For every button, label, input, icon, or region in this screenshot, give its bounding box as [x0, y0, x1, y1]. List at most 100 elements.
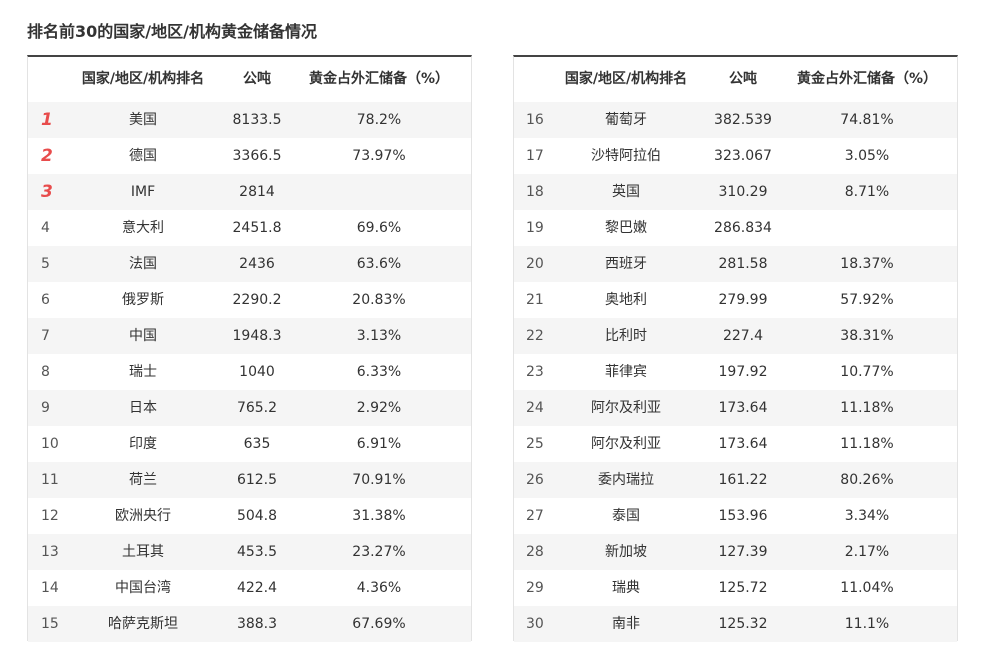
- name-cell: 中国台湾: [115, 580, 171, 596]
- percent-cell: 73.97%: [352, 148, 406, 164]
- rank-cell: 27: [526, 508, 544, 524]
- rank-cell: 17: [526, 148, 544, 164]
- rank-cell: 9: [41, 400, 50, 416]
- tonnes-cell: 153.96: [718, 508, 768, 524]
- rank-cell: 1: [41, 110, 53, 130]
- name-cell: 土耳其: [122, 544, 164, 560]
- percent-cell: 11.1%: [844, 616, 890, 632]
- percent-cell: 67.69%: [352, 616, 406, 632]
- table-row: 18 英国 310.29 8.71%: [514, 174, 957, 210]
- rank-cell: 8: [41, 364, 50, 380]
- table-row: 26 委内瑞拉 161.22 80.26%: [514, 462, 957, 498]
- tonnes-cell: 8133.5: [232, 112, 282, 128]
- rank-cell: 13: [41, 544, 59, 560]
- name-cell: 德国: [129, 148, 157, 164]
- rank-cell: 28: [526, 544, 544, 560]
- name-cell: 比利时: [605, 328, 647, 344]
- percent-cell: 4.36%: [356, 580, 402, 596]
- table-row: 4 意大利 2451.8 69.6%: [28, 210, 471, 246]
- header-cell: 公吨: [729, 71, 757, 87]
- percent-cell: 74.81%: [840, 112, 894, 128]
- table: 国家/地区/机构排名 公吨 黄金占外汇储备（%） 16 葡萄牙 382.539 74.81%…: [513, 55, 958, 642]
- name-cell: 欧洲央行: [115, 508, 171, 524]
- percent-cell: 8.71%: [844, 184, 890, 200]
- rank-cell: 12: [41, 508, 59, 524]
- table-row: 13 土耳其 453.5 23.27%: [28, 534, 471, 570]
- percent-cell: 3.05%: [844, 148, 890, 164]
- rank-cell: 23: [526, 364, 544, 380]
- tonnes-cell: 2436: [239, 256, 275, 272]
- percent-cell: 18.37%: [840, 256, 894, 272]
- tonnes-cell: 281.58: [718, 256, 768, 272]
- tonnes-cell: 310.29: [718, 184, 768, 200]
- percent-cell: 6.91%: [356, 436, 402, 452]
- header-cell: 国家/地区/机构排名: [81, 71, 205, 87]
- name-cell: 阿尔及利亚: [591, 436, 661, 452]
- tonnes-cell: 2451.8: [232, 220, 282, 236]
- name-cell: 西班牙: [605, 256, 647, 272]
- table-row: 2 德国 3366.5 73.97%: [28, 138, 471, 174]
- tonnes-cell: 504.8: [236, 508, 278, 524]
- tonnes-cell: 1040: [239, 364, 275, 380]
- rank-cell: 25: [526, 436, 544, 452]
- table-row: 23 菲律宾 197.92 10.77%: [514, 354, 957, 390]
- tonnes-cell: 1948.3: [232, 328, 282, 344]
- name-cell: 印度: [129, 436, 157, 452]
- rank-cell: 2: [41, 146, 53, 166]
- tonnes-cell: 388.3: [236, 616, 278, 632]
- percent-cell: 31.38%: [352, 508, 406, 524]
- table-row: 21 奥地利 279.99 57.92%: [514, 282, 957, 318]
- name-cell: 法国: [129, 256, 157, 272]
- tonnes-cell: 323.067: [714, 148, 772, 164]
- tonnes-cell: 127.39: [718, 544, 768, 560]
- rank-cell: 11: [41, 472, 59, 488]
- table-row: 20 西班牙 281.58 18.37%: [514, 246, 957, 282]
- tonnes-cell: 161.22: [718, 472, 768, 488]
- name-cell: 沙特阿拉伯: [591, 148, 661, 164]
- name-cell: 英国: [612, 184, 640, 200]
- percent-cell: 10.77%: [840, 364, 894, 380]
- rank-cell: 3: [41, 182, 53, 202]
- name-cell: 泰国: [612, 508, 640, 524]
- name-cell: 俄罗斯: [122, 292, 164, 308]
- name-cell: 哈萨克斯坦: [108, 616, 178, 632]
- header-cell: 黄金占外汇储备（%）: [796, 71, 938, 87]
- table-row: 30 南非 125.32 11.1%: [514, 606, 957, 642]
- percent-cell: 11.04%: [840, 580, 894, 596]
- name-cell: 委内瑞拉: [598, 472, 654, 488]
- tonnes-cell: 2290.2: [232, 292, 282, 308]
- rank-cell: 29: [526, 580, 544, 596]
- percent-cell: 20.83%: [352, 292, 406, 308]
- page-title: 排名前30的国家/地区/机构黄金储备情况: [27, 22, 317, 41]
- table-row: 3 IMF 2814: [28, 174, 471, 210]
- percent-cell: 2.17%: [844, 544, 890, 560]
- name-cell: 瑞士: [129, 364, 157, 380]
- rank-cell: 16: [526, 112, 544, 128]
- table-row: 15 哈萨克斯坦 388.3 67.69%: [28, 606, 471, 642]
- tonnes-cell: 765.2: [236, 400, 278, 416]
- percent-cell: 2.92%: [356, 400, 402, 416]
- table-row: 8 瑞士 1040 6.33%: [28, 354, 471, 390]
- tonnes-cell: 173.64: [718, 400, 768, 416]
- rank-cell: 30: [526, 616, 544, 632]
- percent-cell: 3.13%: [356, 328, 402, 344]
- table-row: 24 阿尔及利亚 173.64 11.18%: [514, 390, 957, 426]
- percent-cell: 6.33%: [356, 364, 402, 380]
- rank-cell: 26: [526, 472, 544, 488]
- name-cell: 瑞典: [612, 580, 640, 596]
- table: 国家/地区/机构排名 公吨 黄金占外汇储备（%） 1 美国 8133.5 78.2% 2 德国 3…: [27, 55, 472, 642]
- name-cell: 新加坡: [605, 544, 647, 560]
- header-row: 国家/地区/机构排名 公吨 黄金占外汇储备（%）: [28, 57, 471, 102]
- name-cell: 中国: [129, 328, 157, 344]
- table-row: 22 比利时 227.4 38.31%: [514, 318, 957, 354]
- header-cell: 公吨: [243, 71, 271, 87]
- table-row: 14 中国台湾 422.4 4.36%: [28, 570, 471, 606]
- name-cell: 葡萄牙: [605, 112, 647, 128]
- tonnes-cell: 3366.5: [232, 148, 282, 164]
- name-cell: 荷兰: [129, 472, 157, 488]
- rank-cell: 18: [526, 184, 544, 200]
- rank-cell: 14: [41, 580, 59, 596]
- table-row: 9 日本 765.2 2.92%: [28, 390, 471, 426]
- tonnes-cell: 227.4: [722, 328, 764, 344]
- rank-cell: 7: [41, 328, 50, 344]
